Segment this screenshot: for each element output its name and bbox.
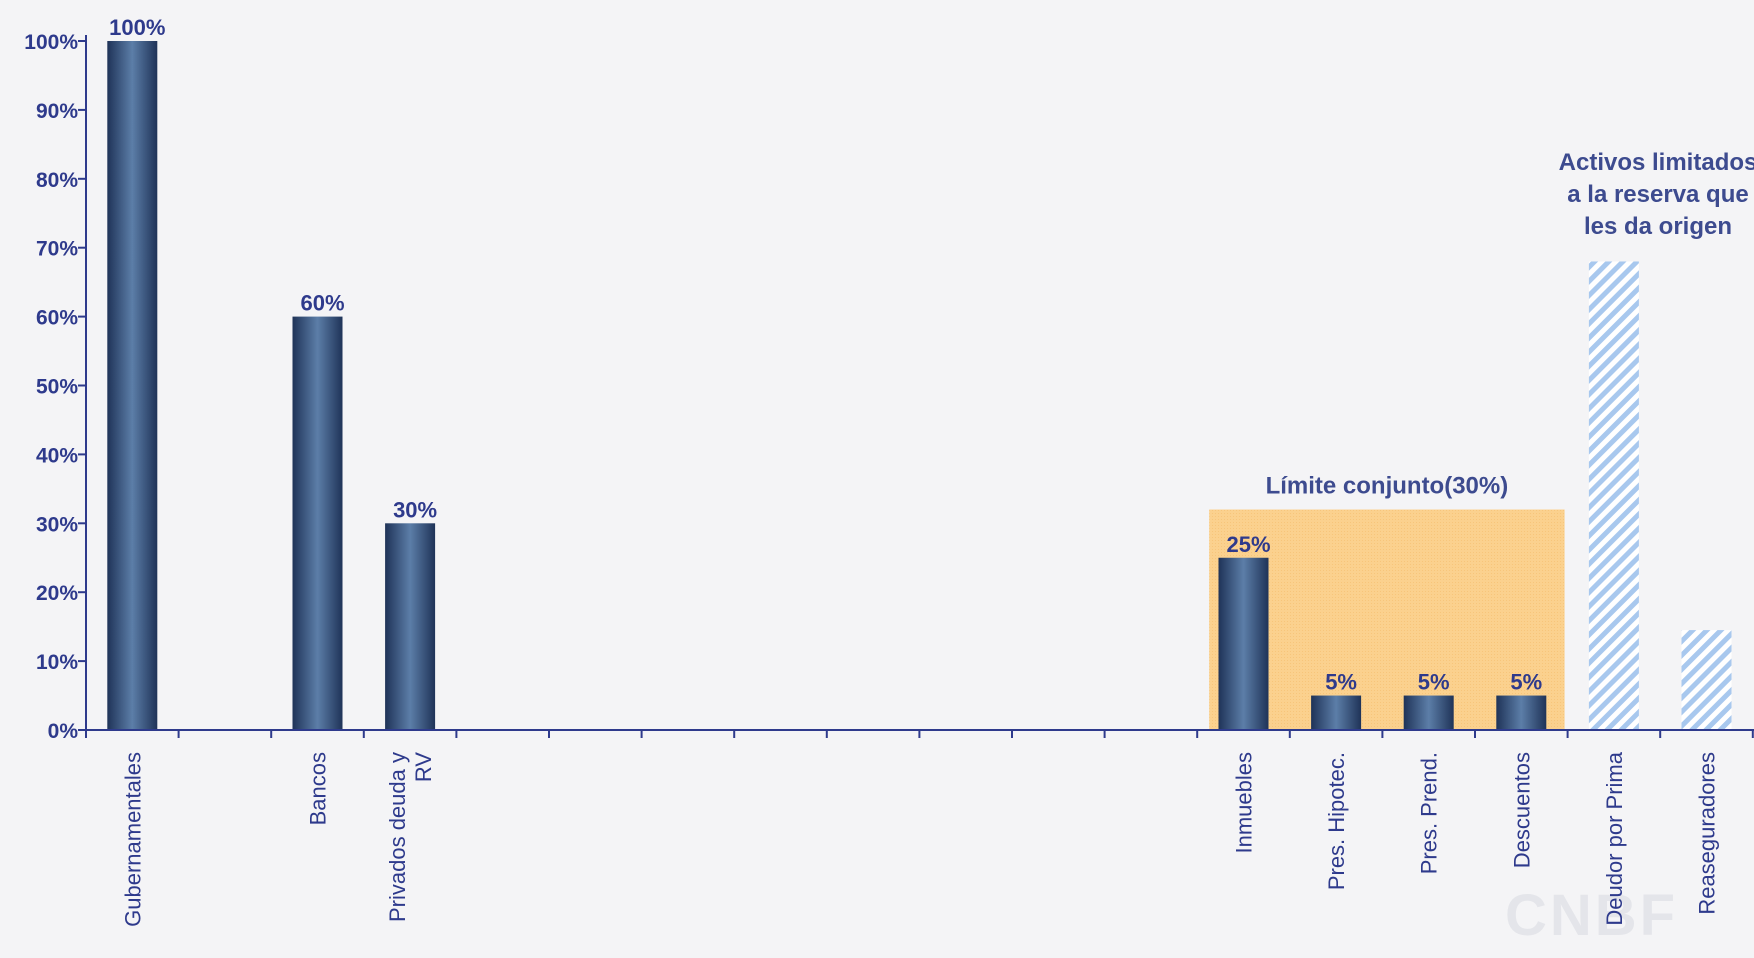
value-label: 5% bbox=[1418, 670, 1450, 695]
value-label: 60% bbox=[300, 291, 344, 316]
bar bbox=[1311, 695, 1362, 730]
category-label: Pres. Hipotec. bbox=[1324, 752, 1349, 890]
bar bbox=[1681, 630, 1732, 730]
watermark-text: CNBF bbox=[1505, 883, 1678, 948]
bar bbox=[385, 523, 436, 730]
y-tick-label: 10% bbox=[36, 651, 78, 674]
category-label: Bancos bbox=[306, 752, 331, 825]
bar bbox=[107, 41, 158, 730]
bar bbox=[1403, 695, 1454, 730]
y-tick-label: 20% bbox=[36, 582, 78, 605]
y-tick-label: 90% bbox=[36, 100, 78, 123]
category-label: Pres. Prend. bbox=[1417, 752, 1442, 874]
joint-limit-label: Límite conjunto(30%) bbox=[1266, 473, 1509, 500]
limited-assets-label-line: a la reserva que bbox=[1567, 181, 1748, 208]
y-tick-label: 100% bbox=[24, 31, 78, 54]
y-tick-label: 0% bbox=[48, 720, 79, 743]
value-label: 5% bbox=[1510, 670, 1542, 695]
value-label: 5% bbox=[1325, 670, 1357, 695]
y-tick-label: 60% bbox=[36, 307, 78, 330]
y-tick-label: 50% bbox=[36, 376, 78, 399]
bar bbox=[1496, 695, 1547, 730]
limited-assets-label-line: Activos limitados bbox=[1559, 149, 1754, 176]
value-label: 100% bbox=[109, 15, 165, 40]
value-label: 30% bbox=[393, 497, 437, 522]
category-label: Deudor por Prima bbox=[1602, 751, 1627, 925]
category-label: Reaseguradores bbox=[1695, 752, 1720, 915]
y-tick-label: 80% bbox=[36, 169, 78, 192]
limited-assets-label-line: les da origen bbox=[1584, 213, 1732, 240]
y-tick-label: 40% bbox=[36, 444, 78, 467]
category-label: Inmuebles bbox=[1232, 752, 1257, 854]
bar bbox=[1588, 261, 1639, 730]
category-label: Descuentos bbox=[1509, 752, 1534, 868]
category-label: RV bbox=[411, 752, 436, 782]
category-label: Gubernamentales bbox=[120, 752, 145, 927]
category-label: Privados deuda y bbox=[385, 752, 410, 922]
y-tick-label: 30% bbox=[36, 513, 78, 536]
value-label: 25% bbox=[1226, 532, 1270, 557]
y-tick-label: 70% bbox=[36, 238, 78, 261]
bar bbox=[292, 316, 343, 730]
bar bbox=[1218, 557, 1269, 730]
